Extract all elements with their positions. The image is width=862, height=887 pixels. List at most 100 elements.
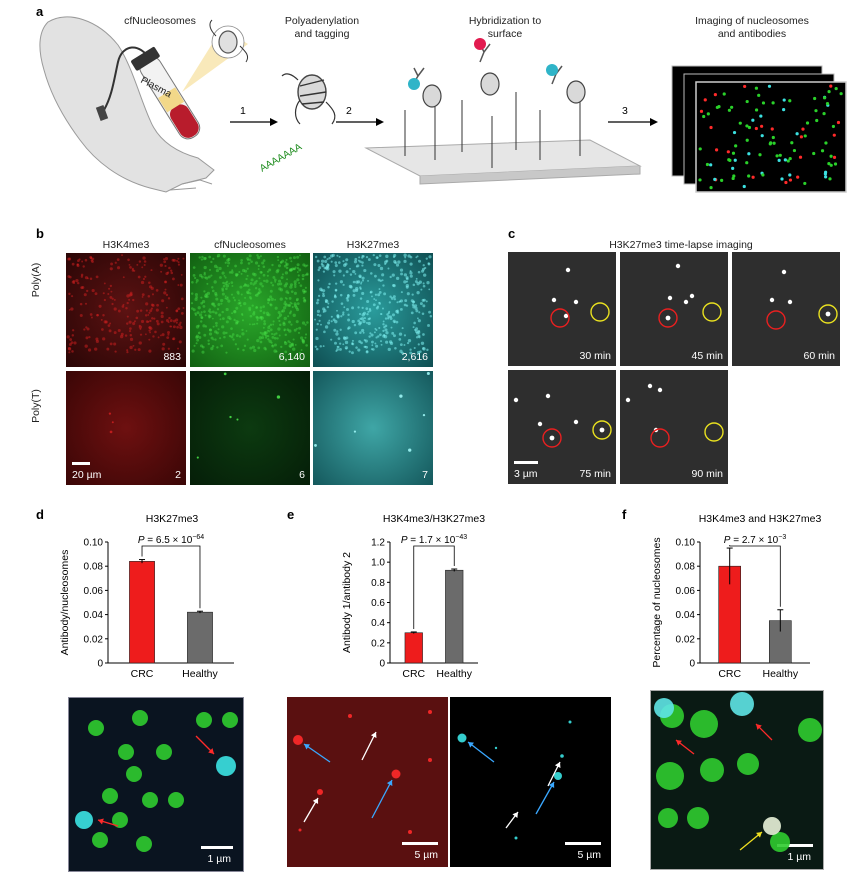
speckle [259,270,263,274]
speckle [258,290,262,294]
speckle [290,290,294,294]
d-green-spot [132,710,148,726]
speckle [322,345,325,348]
speckle [224,261,227,264]
speckle [231,269,234,272]
speckle [285,263,288,266]
speckle [314,345,318,348]
imaging-dot [788,156,792,161]
speckle [143,263,146,267]
speckle [151,293,155,296]
speckle [277,327,281,331]
speckle [385,340,389,344]
speckle [325,299,329,304]
speckle [379,333,382,337]
speckle [392,319,396,323]
f-p-value: P = 2.7 × 10−3 [724,534,787,546]
speckle [263,331,267,334]
speckle [212,257,215,260]
speckle [79,302,83,306]
e-blue-arrow [535,781,555,815]
time-lapse-spot [625,397,631,403]
speckle [271,263,274,267]
speckle [352,293,356,297]
speckle [233,310,237,313]
speckle [148,349,152,353]
imaging-dot [709,186,713,190]
imaging-dot [745,161,749,165]
speckle [192,274,196,277]
speckle [365,307,369,310]
speckle [328,256,331,260]
speckle [351,351,354,355]
speckle [110,262,114,266]
red-tracking-circle [550,308,570,328]
speckle [240,313,244,316]
speckle [288,304,291,307]
speckle [301,338,304,341]
speckle [373,263,377,267]
speckle [208,328,212,332]
speckle [80,275,84,278]
speckle [290,343,294,346]
speckle [260,315,263,319]
speckle [282,321,286,325]
speckle [257,292,260,295]
speckle [83,328,86,331]
speckle [406,341,410,345]
speckle [424,266,427,270]
speckle [351,319,355,324]
speckle [238,270,241,274]
speckle [200,311,203,314]
speckle [355,346,358,349]
speckle [147,314,150,316]
imaging-dot [782,98,786,102]
speckle [289,310,293,313]
speckle [98,304,102,308]
speckle [237,302,240,305]
speckle [422,333,425,336]
speckle [352,280,356,284]
speckle [405,277,409,281]
speckle [237,292,240,295]
speckle [292,338,295,341]
speckle [382,320,385,323]
speckle [411,293,414,296]
speckle [375,336,378,339]
speckle [293,280,297,284]
speckle [177,257,180,260]
speckle [376,256,379,259]
speckle [293,328,297,332]
imaging-dot [827,162,831,166]
imaging-dot [758,153,762,157]
speckle [218,313,222,317]
speckle [164,264,167,268]
speckle [195,335,199,339]
binding-event-spot [825,311,831,317]
imaging-dot [713,93,717,97]
speckle [290,323,293,326]
imaging-dot [829,163,833,167]
speckle [321,264,325,268]
speckle [422,264,425,267]
speckle [248,296,252,299]
speckle [295,320,299,324]
speckle [233,318,236,322]
speckle [211,344,215,348]
f-green-spot [690,710,718,738]
speckle [251,304,254,307]
imaging-dot [824,175,828,179]
imaging-dot [732,174,736,178]
b-count-cfnucleosomes-polyt: 6 [299,469,305,481]
speckle [166,336,170,339]
speckle [231,312,234,315]
e-blue-arrow [467,741,495,763]
speckle [289,345,292,348]
speckle [230,281,234,284]
red-tracking-circle [650,428,670,448]
speckle [361,264,364,267]
e-red-spot [348,714,352,718]
speckle [415,331,419,335]
e-y-tick-label: 0 [379,659,385,670]
speckle [127,258,130,262]
